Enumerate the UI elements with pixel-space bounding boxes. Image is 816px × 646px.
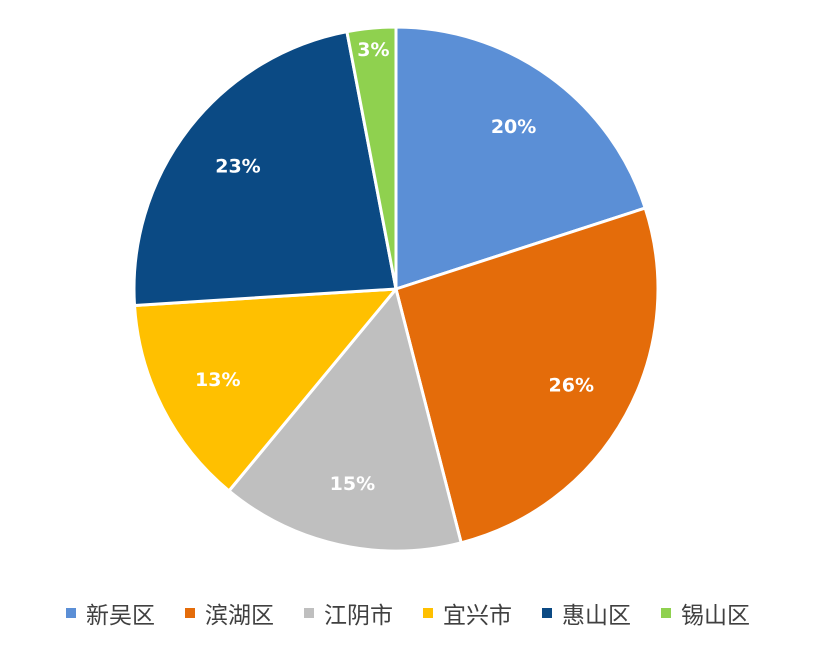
legend-swatch-2 <box>185 608 195 618</box>
legend-label-2: 滨湖区 <box>205 603 274 629</box>
legend-label-4: 宜兴市 <box>443 603 512 629</box>
pie-slice-5 <box>132 30 398 307</box>
legend-swatch-6 <box>661 608 671 618</box>
legend-item-4: 宜兴市 <box>423 596 512 630</box>
pie-slice-1 <box>394 25 647 291</box>
legend-swatch-4 <box>423 608 433 618</box>
legend-item-2: 滨湖区 <box>185 596 274 630</box>
pie-slice-6 <box>345 25 398 291</box>
pie-slice-4 <box>133 287 398 493</box>
legend-swatch-1 <box>66 608 76 618</box>
legend-item-1: 新吴区 <box>66 596 155 630</box>
pie-slice-label-5: 23% <box>215 155 260 177</box>
legend-item-5: 惠山区 <box>542 596 631 630</box>
legend-item-6: 锡山区 <box>661 596 750 630</box>
pie-slice-label-4: 13% <box>195 369 240 391</box>
legend: 新吴区 滨湖区 江阴市 宜兴市 惠山区 锡山区 <box>0 593 816 633</box>
legend-label-6: 锡山区 <box>681 603 750 629</box>
pie-slice-labels: 20% 26% 15% 13% 23% 3% <box>195 39 594 495</box>
legend-label-3: 江阴市 <box>324 603 393 629</box>
legend-swatch-3 <box>304 608 314 618</box>
pie-slice-label-1: 20% <box>491 116 536 138</box>
pie-slice-3 <box>227 287 463 553</box>
legend-label-1: 新吴区 <box>86 603 155 629</box>
pie-slice-2 <box>394 206 660 545</box>
pie-slice-label-3: 15% <box>330 473 375 495</box>
legend-item-3: 江阴市 <box>304 596 393 630</box>
legend-swatch-5 <box>542 608 552 618</box>
legend-label-5: 惠山区 <box>562 603 631 629</box>
pie-slice-label-2: 26% <box>549 374 594 396</box>
pie-slices <box>132 25 660 553</box>
pie-slice-label-6: 3% <box>357 39 389 61</box>
